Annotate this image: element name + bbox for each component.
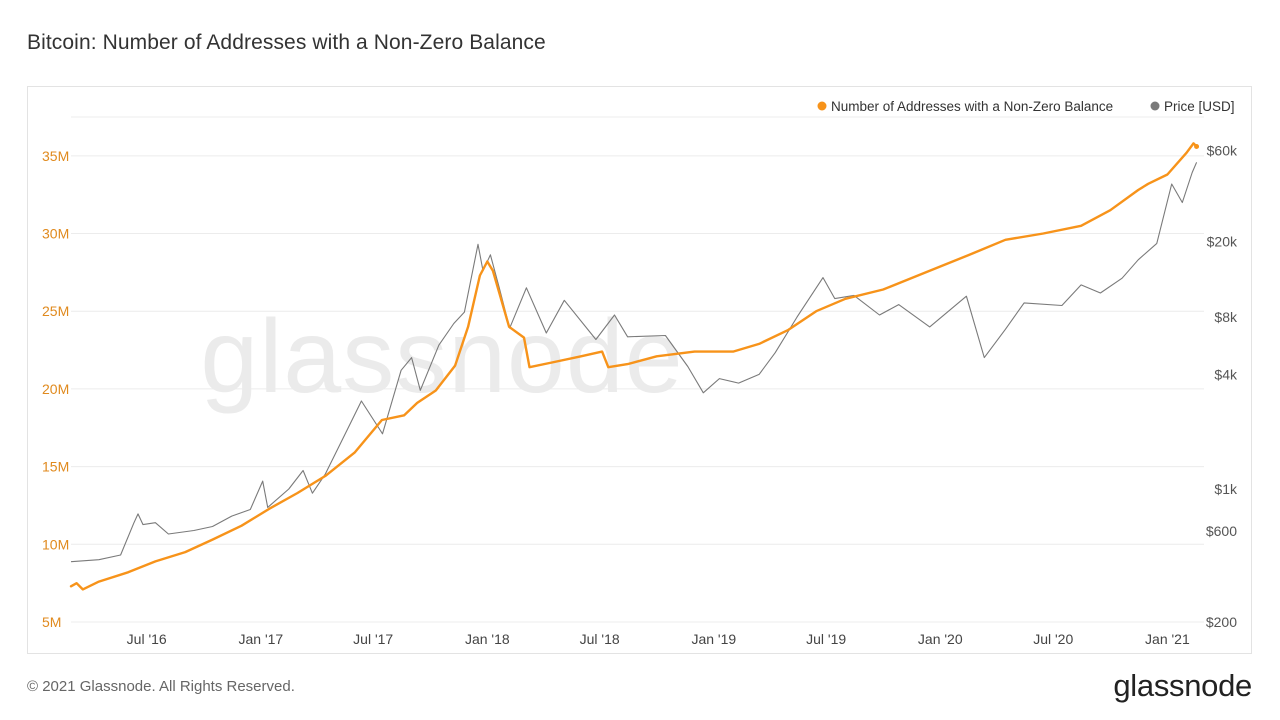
brand-logo: glassnode: [1113, 668, 1252, 703]
legend-price-label[interactable]: Price [USD]: [1164, 99, 1235, 114]
y-left-tick-label: 15M: [42, 459, 69, 475]
x-tick-label: Jul '20: [1033, 631, 1073, 647]
y-right-tick-label: $4k: [1214, 366, 1238, 382]
chart-svg: glassnode 5M 10M 15M 20M 25M 30M 35M $200 $600 $1…: [42, 99, 1238, 647]
x-tick-label: Jan '21: [1145, 631, 1190, 647]
y-right-tick-label: $8k: [1214, 309, 1238, 325]
chart-title: Bitcoin: Number of Addresses with a Non-…: [27, 31, 546, 54]
y-left-tick-label: 5M: [42, 614, 61, 630]
y-right-tick-label: $600: [1206, 523, 1237, 539]
y-left-tick-label: 20M: [42, 381, 69, 397]
series-layer: [69, 142, 1200, 591]
x-tick-label: Jul '18: [580, 631, 620, 647]
y-left-tick-label: 30M: [42, 226, 69, 242]
y-right-tick-label: $20k: [1207, 233, 1238, 249]
x-tick-label: Jan '19: [691, 631, 736, 647]
chart-legend: Number of Addresses with a Non-Zero Bala…: [817, 99, 1235, 114]
chart-container: glassnode 5M 10M 15M 20M 25M 30M 35M $200 $600 $1…: [27, 86, 1252, 654]
y-left-tick-label: 10M: [42, 536, 69, 552]
x-tick-label: Jan '17: [239, 631, 284, 647]
addresses-series-line: [69, 142, 1198, 591]
y-right-tick-label: $60k: [1207, 143, 1238, 159]
x-tick-label: Jul '19: [806, 631, 846, 647]
x-tick-label: Jan '18: [465, 631, 510, 647]
legend-addresses-label[interactable]: Number of Addresses with a Non-Zero Bala…: [831, 99, 1113, 114]
y-right-tick-label: $200: [1206, 614, 1237, 630]
y-left-tick-label: 35M: [42, 148, 69, 164]
x-tick-label: Jul '16: [127, 631, 167, 647]
x-tick-label: Jul '17: [353, 631, 393, 647]
y-left-tick-label: 25M: [42, 303, 69, 319]
watermark-logo: glassnode: [200, 299, 683, 415]
axis-layer: 5M 10M 15M 20M 25M 30M 35M $200 $600 $1k $4k $8k $20…: [42, 143, 1238, 647]
legend-price-marker: [1150, 101, 1160, 111]
addresses-last-point: [1194, 144, 1200, 150]
copyright-text: © 2021 Glassnode. All Rights Reserved.: [27, 678, 295, 695]
x-tick-label: Jan '20: [918, 631, 963, 647]
price-series-line: [70, 162, 1198, 563]
grid-layer: [71, 116, 1204, 623]
legend-addresses-marker: [817, 101, 827, 111]
y-right-tick-label: $1k: [1214, 481, 1238, 497]
